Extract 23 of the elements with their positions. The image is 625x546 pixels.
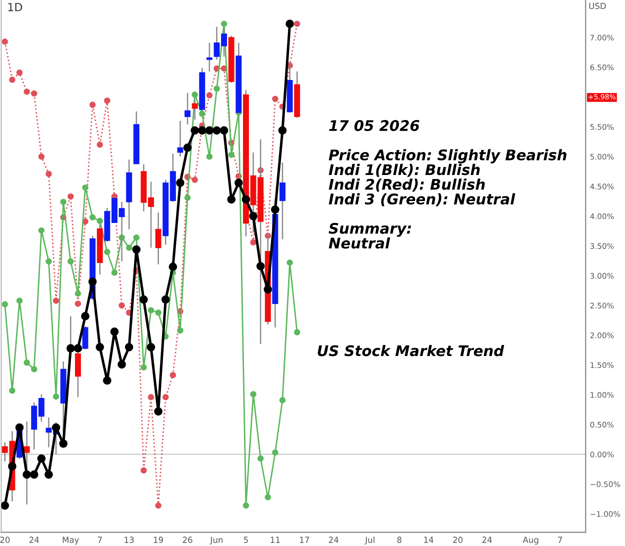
- y-axis-title: USD: [589, 2, 606, 10]
- x-tick-label: 13: [124, 536, 134, 543]
- x-tick-label: 20: [453, 536, 463, 543]
- x-tick-label: 8: [397, 536, 402, 543]
- x-tick-label: 24: [328, 536, 338, 543]
- x-tick-label: Jun: [210, 536, 223, 545]
- x-tick-label: 20: [0, 536, 10, 543]
- x-tick-label: Aug: [522, 536, 538, 545]
- x-tick-label: Jul: [364, 536, 374, 545]
- text: 17 05 2026 Price Action: Slightly Bearish Indi 1(Blk): Bullish Indi 2(Red): Bullish Indi 3 (Green): Neutral Summary: Neutral: [328, 120, 566, 249]
- chart-title: 1D: [8, 3, 22, 12]
- x-tick-label: 26: [182, 536, 192, 543]
- x-tick-label: 5: [244, 536, 248, 543]
- annotation: US Stock Market Trend: [318, 344, 504, 356]
- x-tick-label: 7: [98, 536, 102, 543]
- x-tick-label: May: [62, 536, 80, 545]
- x-tick-label: 11: [270, 536, 280, 543]
- x-tick-label: 7: [558, 536, 562, 543]
- x-tick-label: 24: [29, 536, 39, 543]
- x-tick-label: 24: [482, 536, 492, 543]
- x-tick-label: 19: [154, 536, 164, 543]
- x-tick-label: 17: [300, 536, 309, 543]
- x-tick-label: 14: [424, 536, 434, 543]
